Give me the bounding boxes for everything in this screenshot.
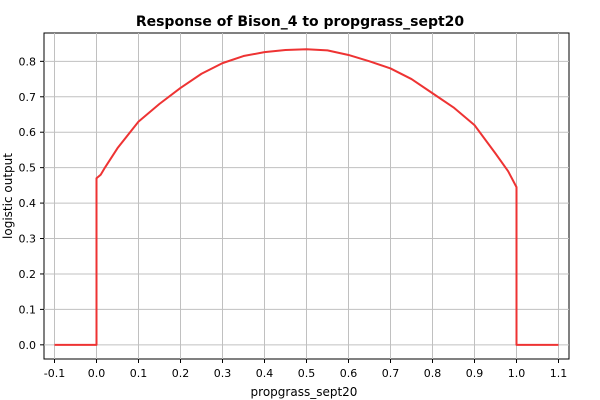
x-tick-label: 0.9 [466, 367, 484, 380]
x-tick-label: 0.1 [130, 367, 148, 380]
x-tick-label: 0.6 [340, 367, 358, 380]
x-tick-label: 0.5 [298, 367, 316, 380]
x-tick-label: 0.7 [382, 367, 400, 380]
y-tick-label: 0.2 [19, 268, 37, 281]
x-tick-label: 0.4 [256, 367, 274, 380]
x-tick-label: 1.1 [550, 367, 568, 380]
x-tick-label: -0.1 [44, 367, 65, 380]
x-tick-label: 1.0 [508, 367, 526, 380]
chart-title: Response of Bison_4 to propgrass_sept20 [135, 14, 465, 30]
x-axis-label: propgrass_sept20 [251, 385, 358, 399]
y-tick-label: 0.6 [19, 126, 37, 139]
x-tick-label: 0.2 [172, 367, 190, 380]
x-tick-label: 0.8 [424, 367, 442, 380]
y-tick-label: 0.5 [19, 162, 37, 175]
y-tick-label: 0.1 [19, 303, 37, 316]
y-tick-label: 0.8 [19, 55, 37, 68]
x-tick-label: 0.0 [88, 367, 106, 380]
x-tick-label: 0.3 [214, 367, 232, 380]
series-line [54, 48, 559, 346]
y-tick-label: 0.4 [19, 197, 37, 210]
y-tick-label: 0.0 [19, 339, 37, 352]
series-layer [54, 48, 559, 346]
y-tick-label: 0.7 [19, 91, 37, 104]
axis-ticks: -0.1 0.0 0.1 0.2 0.3 0.4 0.5 0.6 0.7 0.8 0.9 1.0 1.1… [19, 55, 568, 380]
y-tick-label: 0.3 [19, 233, 37, 246]
y-axis-label: logistic output [1, 153, 15, 239]
